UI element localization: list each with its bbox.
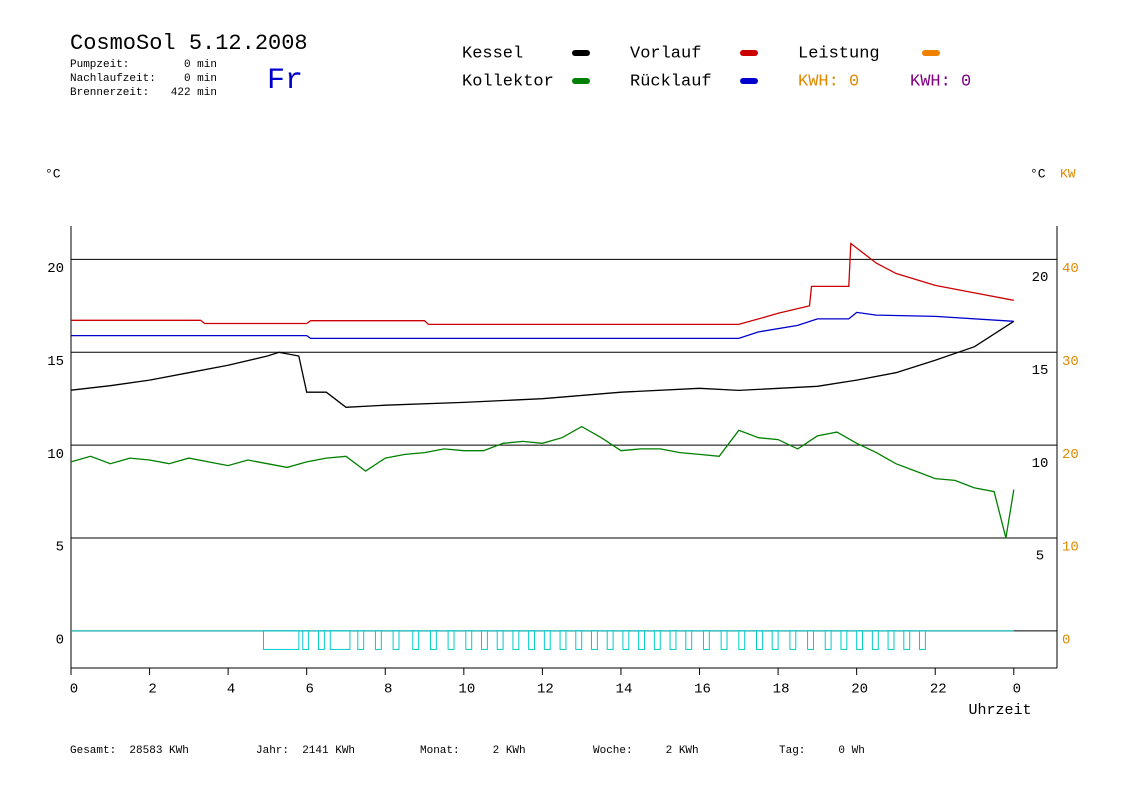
x-tick-label: 0 xyxy=(70,682,78,698)
y-tick-label-right: 20 xyxy=(1032,270,1049,286)
kwh-label: KWH: 0 xyxy=(798,72,859,91)
footer-item: Woche: 2 KWh xyxy=(593,745,699,757)
y-tick-label: 10 xyxy=(47,447,64,463)
pulse xyxy=(543,630,551,650)
pulse xyxy=(481,630,488,650)
x-tick-label: 16 xyxy=(694,682,711,698)
y-tick-label: 5 xyxy=(56,540,64,556)
pulse xyxy=(840,630,848,650)
pulse xyxy=(871,630,879,650)
pulse xyxy=(789,630,797,650)
stat-value: 422 min xyxy=(171,87,217,99)
pulse xyxy=(824,630,832,650)
stat-value: 0 min xyxy=(184,73,217,85)
pulse xyxy=(622,630,630,650)
pulse xyxy=(559,630,567,650)
pulse xyxy=(512,630,520,650)
stat-label: Pumpzeit: xyxy=(70,59,129,71)
pulse xyxy=(720,630,728,650)
legend-label: Kessel xyxy=(462,44,523,63)
x-tick-label: 10 xyxy=(458,682,475,698)
y-tick-label-right: 10 xyxy=(1032,456,1049,472)
x-tick-label: 6 xyxy=(305,682,313,698)
y2-tick-label: 20 xyxy=(1062,447,1079,463)
y-tick-label: 15 xyxy=(47,354,64,370)
pulse xyxy=(429,630,437,650)
legend-label: Vorlauf xyxy=(630,44,701,63)
pulse xyxy=(738,630,746,650)
pulse xyxy=(856,630,864,650)
pulse xyxy=(447,630,455,650)
pulse xyxy=(317,630,325,650)
pulse xyxy=(528,630,536,650)
legend-label: Rücklauf xyxy=(630,72,712,91)
pulse xyxy=(638,630,646,650)
legend-label: Kollektor xyxy=(462,72,554,91)
y-tick-label-right: 5 xyxy=(1036,549,1044,565)
series-line xyxy=(71,242,1014,326)
pulse xyxy=(412,630,420,650)
footer-item: Jahr: 2141 KWh xyxy=(256,745,355,757)
pulse xyxy=(702,630,710,650)
pulse xyxy=(653,630,661,650)
pulse xyxy=(575,630,583,650)
x-tick-label: 4 xyxy=(227,682,235,698)
x-tick-label: 20 xyxy=(851,682,868,698)
pulse xyxy=(374,630,382,650)
y2-tick-label: 40 xyxy=(1062,261,1079,277)
title: CosmoSol 5.12.2008 xyxy=(70,31,308,56)
pulse xyxy=(807,630,814,650)
pulse xyxy=(755,630,763,650)
footer-item: Monat: 2 KWh xyxy=(420,745,526,757)
series-line xyxy=(70,320,1015,408)
day: Fr xyxy=(267,64,303,98)
y-axis-unit-right: °C xyxy=(1030,166,1046,181)
series-line xyxy=(70,425,1015,539)
y-tick-label: 0 xyxy=(56,633,64,649)
x-tick-label: 8 xyxy=(384,682,392,698)
pulse xyxy=(590,630,598,650)
pulse xyxy=(465,630,473,650)
pulse xyxy=(329,630,351,650)
x-tick-label: 0 xyxy=(1013,682,1021,698)
footer-item: Tag: 0 Wh xyxy=(779,745,865,757)
y2-axis-unit: KW xyxy=(1060,166,1076,181)
x-tick-label: 18 xyxy=(773,682,790,698)
series-line xyxy=(71,311,1014,340)
stat-value: 0 min xyxy=(184,59,217,71)
x-tick-label: 12 xyxy=(537,682,554,698)
pulse xyxy=(606,630,614,650)
pulse xyxy=(887,630,895,650)
x-tick-label: 2 xyxy=(148,682,156,698)
legend-label: Leistung xyxy=(798,44,880,63)
pulse xyxy=(771,630,779,650)
kwh-label: KWH: 0 xyxy=(910,72,971,91)
y2-tick-label: 30 xyxy=(1062,354,1079,370)
pulse xyxy=(903,630,911,650)
pulse xyxy=(669,630,677,650)
pulse xyxy=(262,630,300,650)
pulse xyxy=(685,630,693,650)
footer-item: Gesamt: 28583 KWh xyxy=(70,745,189,757)
y-tick-label-right: 15 xyxy=(1032,363,1049,379)
y-tick-label: 20 xyxy=(47,261,64,277)
pulse xyxy=(392,630,400,650)
y2-tick-label: 0 xyxy=(1062,633,1070,649)
pulse xyxy=(919,630,926,650)
pulse xyxy=(302,630,310,650)
y2-tick-label: 10 xyxy=(1062,540,1079,556)
stat-label: Nachlaufzeit: xyxy=(70,73,156,85)
x-tick-label: 14 xyxy=(616,682,633,698)
stat-label: Brennerzeit: xyxy=(70,87,149,99)
x-axis-label: Uhrzeit xyxy=(968,702,1031,719)
x-tick-label: 22 xyxy=(930,682,947,698)
pulse xyxy=(496,630,504,650)
y-axis-unit: °C xyxy=(45,166,61,181)
pulse xyxy=(357,630,365,650)
